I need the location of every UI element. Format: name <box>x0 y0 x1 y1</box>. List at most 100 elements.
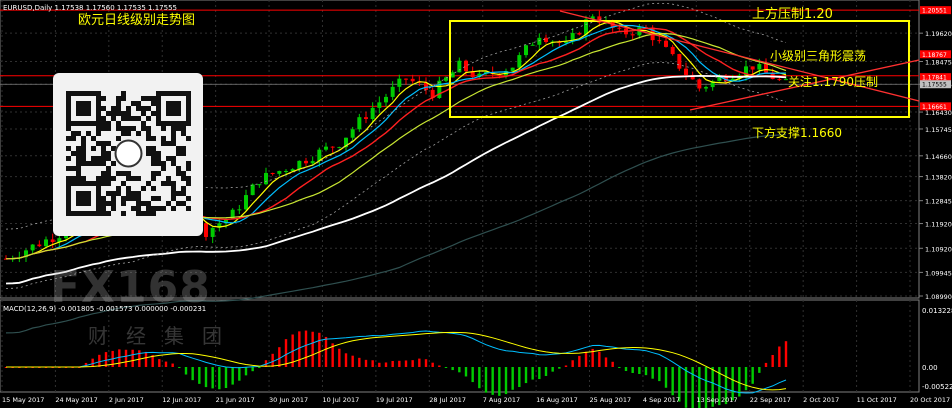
qr-module <box>111 176 116 181</box>
qr-module <box>121 96 126 101</box>
qr-module <box>141 111 146 116</box>
qr-module <box>101 156 106 161</box>
candle-body <box>270 172 275 174</box>
qr-module <box>101 201 106 206</box>
macd-bar <box>318 332 321 367</box>
qr-module <box>136 116 141 121</box>
macd-bar <box>671 367 674 396</box>
qr-module <box>116 191 121 196</box>
qr-module <box>141 201 146 206</box>
macd-bar <box>231 367 234 385</box>
qr-module <box>101 206 106 211</box>
symbol-info: EURUSD,Daily 1.17538 1.17560 1.17535 1.1… <box>3 4 177 12</box>
candle-body <box>444 77 448 81</box>
qr-module <box>121 196 126 201</box>
qr-module <box>116 101 121 106</box>
x-tick-label: 24 May 2017 <box>55 396 97 404</box>
candle-body <box>357 117 362 130</box>
qr-module <box>151 146 156 151</box>
qr-module <box>181 151 186 156</box>
candle-body <box>564 41 568 44</box>
qr-module <box>161 181 166 186</box>
macd-bar <box>564 365 568 367</box>
qr-module <box>76 176 81 181</box>
macd-scale-zero: 0.00 <box>922 364 938 372</box>
x-tick-label: 12 Jun 2017 <box>162 396 201 404</box>
macd-bar <box>338 348 341 367</box>
qr-module <box>151 111 156 116</box>
qr-module <box>111 106 116 111</box>
macd-bar <box>358 357 361 367</box>
qr-module <box>141 121 146 126</box>
qr-module <box>81 136 86 141</box>
qr-module <box>156 206 161 211</box>
qr-module <box>131 196 136 201</box>
qr-module <box>161 206 166 211</box>
qr-module <box>96 156 101 161</box>
qr-module <box>136 191 141 196</box>
macd-histogram <box>4 330 788 408</box>
qr-module <box>186 181 191 186</box>
macd-bar <box>758 367 761 373</box>
candle-body <box>230 209 235 219</box>
qr-module <box>121 91 126 96</box>
ascending-trendline <box>689 59 920 111</box>
macd-bar <box>598 351 601 367</box>
candle-body <box>710 81 715 88</box>
macd-bar <box>724 367 728 405</box>
qr-module <box>176 126 181 131</box>
qr-module <box>166 201 171 206</box>
macd-bar <box>351 355 354 367</box>
qr-module <box>136 201 141 206</box>
qr-module <box>166 181 171 186</box>
macd-bar <box>584 351 588 367</box>
qr-module <box>96 141 101 146</box>
qr-module <box>121 126 126 131</box>
qr-module <box>181 186 186 191</box>
macd-bar <box>304 330 308 367</box>
macd-bar <box>244 367 248 376</box>
candle-body <box>730 78 735 82</box>
qr-module <box>66 176 71 181</box>
x-tick-label: 28 Jul 2017 <box>429 396 466 404</box>
qr-module <box>146 136 151 141</box>
macd-bar <box>224 367 228 389</box>
macd-bar <box>658 367 661 382</box>
qr-module <box>181 171 186 176</box>
qr-module <box>171 131 176 136</box>
price-tag-box <box>920 73 951 82</box>
macd-bar <box>378 362 381 367</box>
qr-module <box>171 191 176 196</box>
candle-body <box>284 171 288 173</box>
macd-bar <box>84 362 88 367</box>
qr-module <box>176 191 181 196</box>
x-tick-label: 19 Jul 2017 <box>376 396 413 404</box>
qr-module <box>151 171 156 176</box>
x-tick-label: 11 Oct 2017 <box>857 396 897 404</box>
qr-finder-core <box>76 101 91 116</box>
qr-module <box>176 151 181 156</box>
qr-module <box>116 106 121 111</box>
qr-module <box>156 171 161 176</box>
macd-bar <box>618 367 621 368</box>
qr-module <box>176 146 181 151</box>
qr-module <box>106 176 111 181</box>
qr-module <box>161 141 166 146</box>
qr-module <box>111 206 116 211</box>
qr-module <box>156 196 161 201</box>
macd-bar <box>538 367 541 380</box>
qr-module <box>86 161 91 166</box>
triangle-annotation: 小级别三角形震荡 <box>770 49 866 63</box>
candle-body <box>524 45 528 56</box>
candle-body <box>44 239 48 247</box>
candle-body <box>784 79 788 81</box>
qr-module <box>71 131 76 136</box>
candle-body <box>310 161 315 164</box>
candle-body <box>384 96 388 103</box>
macd-bar <box>604 357 608 367</box>
price-tag-box <box>920 50 951 59</box>
qr-module <box>111 201 116 206</box>
qr-module <box>76 166 81 171</box>
qr-code-pattern <box>66 91 191 216</box>
